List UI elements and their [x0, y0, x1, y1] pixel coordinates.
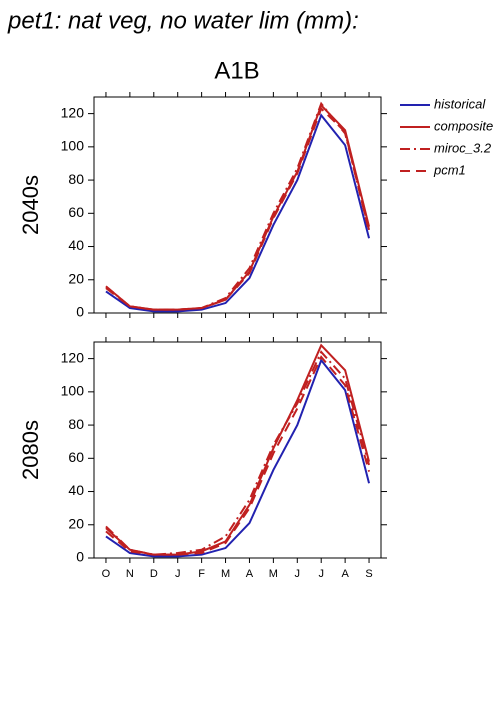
x-tick-label: J	[318, 568, 324, 580]
series-line	[105, 101, 371, 311]
x-tick-label: A	[246, 568, 254, 580]
x-tick-label: J	[175, 568, 181, 580]
x-tick-label: M	[221, 568, 230, 580]
series-line	[105, 113, 371, 313]
x-tick-label: O	[102, 568, 111, 580]
series-line	[105, 106, 371, 311]
legend-label: pcm1	[433, 162, 466, 177]
series-line	[105, 350, 371, 556]
y-tick-label: 80	[68, 416, 84, 432]
y-tick-label: 0	[76, 304, 84, 320]
series-line	[105, 103, 371, 311]
x-tick-label: A	[341, 568, 349, 580]
panel-label: 2040s	[18, 175, 43, 235]
y-tick-label: 100	[61, 138, 85, 154]
x-tick-label: F	[198, 568, 205, 580]
x-tick-label: N	[126, 568, 134, 580]
plot-frame	[93, 96, 382, 314]
y-tick-label: 100	[61, 383, 85, 399]
y-tick-label: 80	[68, 171, 84, 187]
y-tick-label: 40	[68, 482, 84, 498]
y-tick-label: 120	[61, 104, 85, 120]
plot-frame	[93, 341, 382, 559]
legend-label: historical	[434, 96, 486, 111]
chart-title: pet1: nat veg, no water lim (mm):	[7, 7, 359, 34]
series-line	[105, 358, 371, 558]
y-tick-label: 120	[61, 349, 85, 365]
y-tick-label: 60	[68, 204, 84, 220]
x-tick-label: S	[365, 568, 372, 580]
y-tick-label: 20	[68, 270, 84, 286]
y-tick-label: 20	[68, 515, 84, 531]
y-tick-label: 40	[68, 237, 84, 253]
x-tick-label: J	[295, 568, 301, 580]
series-line	[105, 355, 371, 556]
y-tick-label: 0	[76, 549, 84, 565]
x-tick-label: M	[269, 568, 278, 580]
x-tick-label: D	[150, 568, 158, 580]
y-tick-label: 60	[68, 449, 84, 465]
legend-label: composite	[434, 118, 493, 133]
chart-subtitle: A1B	[214, 57, 259, 84]
series-line	[105, 343, 371, 556]
panel-label: 2080s	[18, 420, 43, 480]
legend-label: miroc_3.2	[434, 140, 492, 155]
